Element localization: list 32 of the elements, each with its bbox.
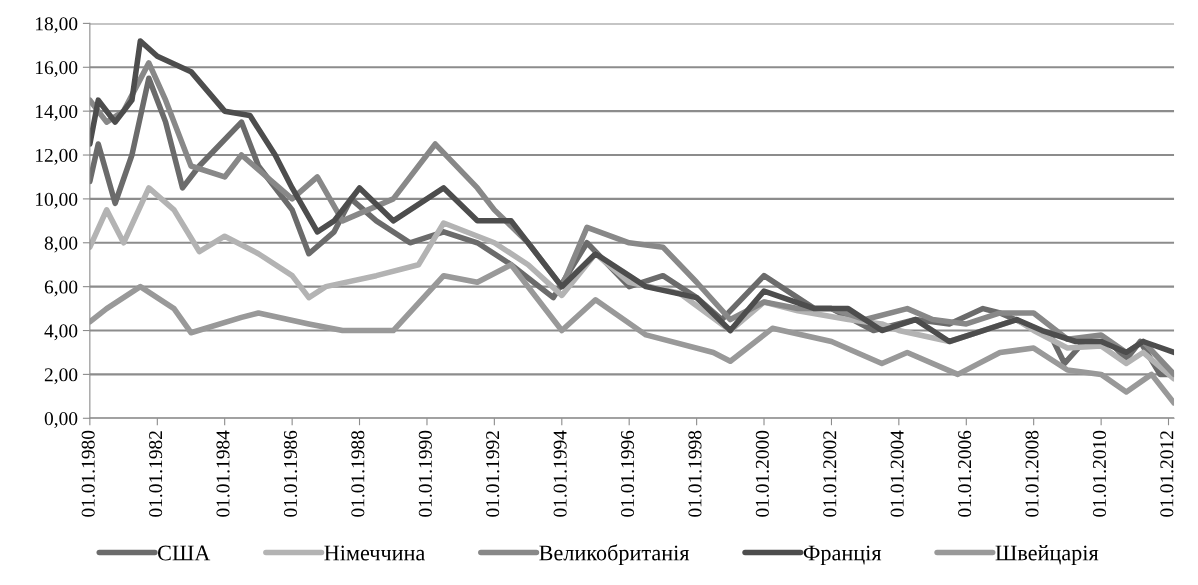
x-tick-label: 01.01.1984 <box>216 430 230 517</box>
legend-label: Великобританія <box>539 544 690 565</box>
y-tick-label: 0,00 <box>44 412 78 429</box>
x-tick-label: 01.01.1992 <box>486 431 500 517</box>
x-tick-label: 01.01.2006 <box>958 430 972 517</box>
x-tick-label: 01.01.1982 <box>149 431 163 517</box>
x-tick-label: 01.01.2010 <box>1092 430 1107 517</box>
x-tick-label: 01.01.1986 <box>283 430 298 517</box>
y-tick-label: 2,00 <box>44 368 78 385</box>
x-tick-label: 01.01.1996 <box>620 430 635 517</box>
legend-label: США <box>158 545 211 561</box>
y-tick-label: 14,00 <box>36 104 78 121</box>
x-tick-label: 01.01.2002 <box>823 431 837 517</box>
x-tick-label: 01.01.1980 <box>81 430 95 517</box>
y-tick-label: 8,00 <box>44 236 78 253</box>
x-tick-label: 01.01.2004 <box>890 430 904 517</box>
y-tick-label: 4,00 <box>44 324 78 341</box>
x-tick-label: 01.01.2012 <box>1160 431 1174 517</box>
x-tick-label: 01.01.2008 <box>1025 430 1039 517</box>
y-tick-label: 10,00 <box>36 192 78 209</box>
legend-label: Швейцарія <box>995 545 1099 565</box>
y-tick-label: 12,00 <box>36 148 78 165</box>
legend-label: Франція <box>803 545 882 565</box>
x-tick-label: 01.01.2000 <box>755 430 769 517</box>
x-tick-label: 01.01.1998 <box>688 430 702 517</box>
legend-label: Німеччина <box>324 545 425 561</box>
y-tick-label: 16,00 <box>36 61 78 78</box>
x-tick-label: 01.01.1994 <box>553 430 567 517</box>
y-tick-label: 18,00 <box>36 17 78 34</box>
x-tick-label: 01.01.1990 <box>418 430 432 517</box>
x-tick-label: 01.01.1988 <box>351 430 365 517</box>
y-tick-label: 6,00 <box>44 280 78 297</box>
